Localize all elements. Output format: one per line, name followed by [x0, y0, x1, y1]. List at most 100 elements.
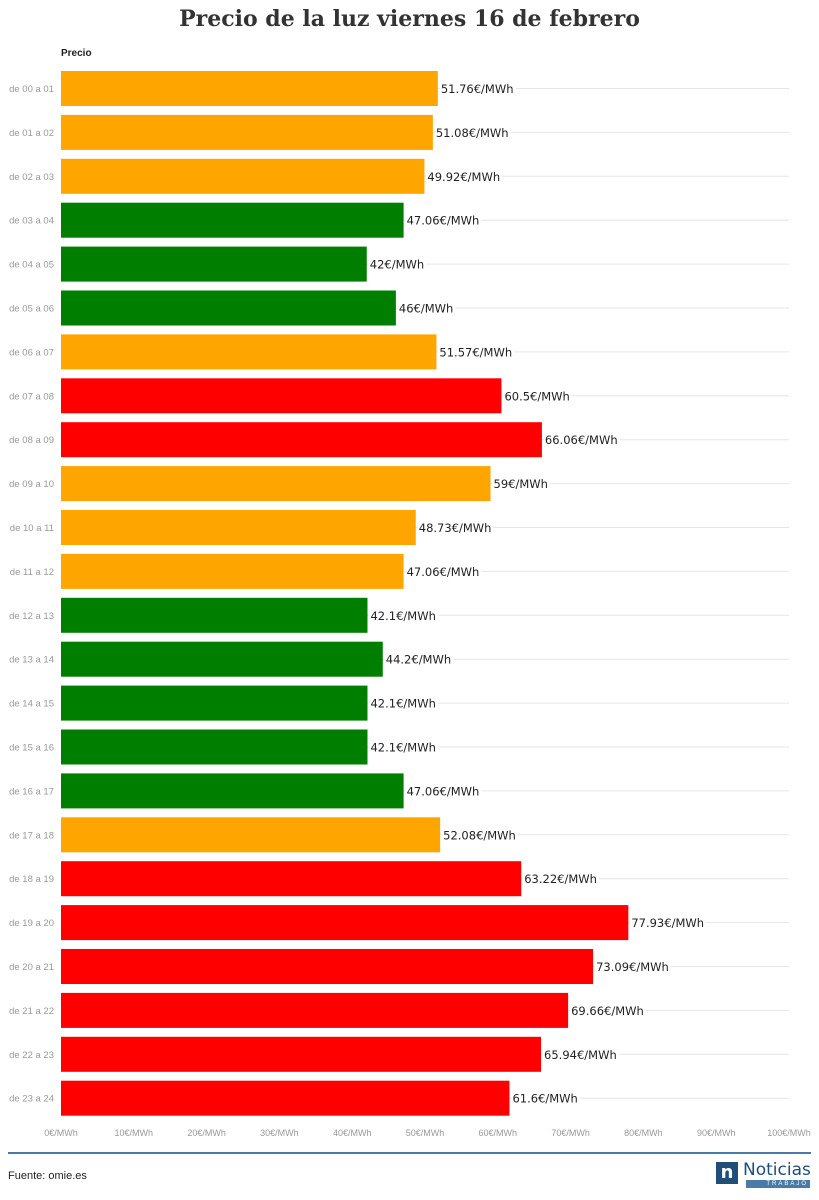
value-label-bg	[570, 1002, 646, 1019]
x-tick-label: 0€/MWh	[44, 1128, 78, 1138]
value-label-bg	[368, 256, 427, 273]
category-label: de 10 a 11	[10, 523, 54, 534]
bar	[61, 246, 367, 282]
chart-title: Precio de la luz viernes 16 de febrero	[179, 6, 640, 32]
bar	[61, 290, 396, 326]
category-label: de 21 a 22	[9, 1006, 54, 1017]
value-label-bg	[405, 563, 482, 580]
bar	[61, 71, 438, 106]
category-label: de 20 a 21	[9, 962, 54, 973]
category-label: de 16 a 17	[9, 786, 54, 797]
x-tick-label: 80€/MWh	[624, 1128, 663, 1138]
footer-divider	[8, 1152, 811, 1154]
value-label: 48.73€/MWh	[419, 521, 492, 535]
bar	[61, 1036, 542, 1072]
value-label-bg	[442, 827, 518, 844]
bar	[61, 949, 594, 984]
logo-mark: n	[716, 1162, 738, 1184]
bar	[61, 861, 522, 897]
value-label-bg	[595, 959, 671, 975]
value-label: 77.93€/MWh	[631, 916, 704, 930]
value-label-bg	[369, 607, 438, 624]
value-label-bg	[523, 871, 599, 888]
x-tick-label: 60€/MWh	[479, 1128, 518, 1138]
category-label: de 07 a 08	[9, 391, 54, 402]
value-label-bg	[405, 783, 482, 800]
category-label: de 12 a 13	[9, 611, 54, 622]
x-tick-label: 10€/MWh	[115, 1128, 154, 1138]
category-label: de 23 a 24	[9, 1094, 54, 1105]
bar	[61, 334, 437, 370]
value-label-bg	[503, 388, 572, 405]
category-label: de 13 a 14	[9, 655, 54, 666]
x-tick-label: 90€/MWh	[697, 1128, 736, 1138]
category-label: de 01 a 02	[9, 128, 54, 139]
category-label: de 17 a 18	[9, 830, 54, 841]
value-label-bg	[397, 300, 456, 317]
bar	[61, 158, 425, 194]
value-label-bg	[439, 81, 516, 97]
x-tick-label: 70€/MWh	[551, 1128, 590, 1138]
value-label: 47.06€/MWh	[407, 565, 480, 579]
value-labels: 51.76€/MWh 51.08€/MWh 49.92€/MWh 47.06€/MWh…	[368, 81, 707, 1107]
bar	[61, 553, 404, 589]
value-label-bg	[630, 915, 707, 932]
value-label: 66.06€/MWh	[545, 433, 618, 447]
x-tick-label: 100€/MWh	[767, 1128, 811, 1138]
value-label: 51.76€/MWh	[441, 82, 514, 96]
bar	[61, 641, 383, 677]
bar	[61, 1080, 510, 1116]
logo-brand: Noticias	[743, 1160, 811, 1180]
category-label: de 15 a 16	[9, 743, 54, 754]
value-label: 51.08€/MWh	[436, 126, 509, 140]
value-label: 60.5€/MWh	[504, 389, 569, 403]
value-label: 46€/MWh	[399, 302, 453, 316]
value-label-bg	[434, 124, 511, 141]
category-label: de 19 a 20	[9, 918, 54, 929]
value-label: 47.06€/MWh	[407, 214, 480, 228]
category-label: de 03 a 04	[9, 216, 54, 227]
value-label: 42.1€/MWh	[370, 697, 435, 711]
category-label: de 05 a 06	[9, 304, 54, 315]
category-label: de 06 a 07	[9, 347, 54, 358]
bar	[61, 817, 441, 853]
value-label: 52.08€/MWh	[443, 828, 516, 842]
value-label: 42.1€/MWh	[370, 609, 435, 623]
bar	[61, 685, 368, 721]
value-label-bg	[492, 476, 550, 493]
value-label-bg	[369, 739, 438, 756]
logo-sub: TRABAJO	[746, 1180, 810, 1188]
value-label-bg	[511, 1090, 580, 1107]
bar	[61, 422, 542, 458]
category-label: de 00 a 01	[9, 84, 54, 95]
category-label: de 09 a 10	[9, 479, 54, 490]
bar	[61, 729, 368, 765]
category-labels: de 00 a 01 de 01 a 02 de 02 a 03 de 03 a 04…	[9, 84, 54, 1105]
value-label-bg	[405, 212, 482, 229]
value-label-bg	[543, 1046, 619, 1063]
value-label-bg	[384, 651, 454, 668]
value-label: 69.66€/MWh	[571, 1004, 644, 1018]
x-tick-label: 30€/MWh	[260, 1128, 299, 1138]
value-label-bg	[369, 695, 438, 712]
bar	[61, 466, 491, 502]
value-label-bg	[543, 432, 620, 449]
grid-lines	[61, 88, 789, 1099]
bars	[61, 71, 629, 1116]
x-tick-label: 40€/MWh	[333, 1128, 372, 1138]
bar	[61, 510, 416, 545]
value-label: 63.22€/MWh	[524, 872, 597, 886]
x-tick-label: 50€/MWh	[406, 1128, 445, 1138]
value-label-bg	[417, 520, 494, 536]
series-label: Precio	[61, 48, 92, 59]
category-label: de 08 a 09	[9, 435, 54, 446]
bar	[61, 992, 569, 1028]
category-label: de 22 a 23	[9, 1050, 54, 1061]
value-label: 59€/MWh	[494, 477, 548, 491]
bar	[61, 378, 502, 414]
value-label: 44.2€/MWh	[386, 653, 451, 667]
category-label: de 02 a 03	[9, 172, 54, 183]
value-label: 49.92€/MWh	[427, 170, 500, 184]
bar	[61, 597, 368, 633]
category-label: de 14 a 15	[9, 699, 54, 710]
